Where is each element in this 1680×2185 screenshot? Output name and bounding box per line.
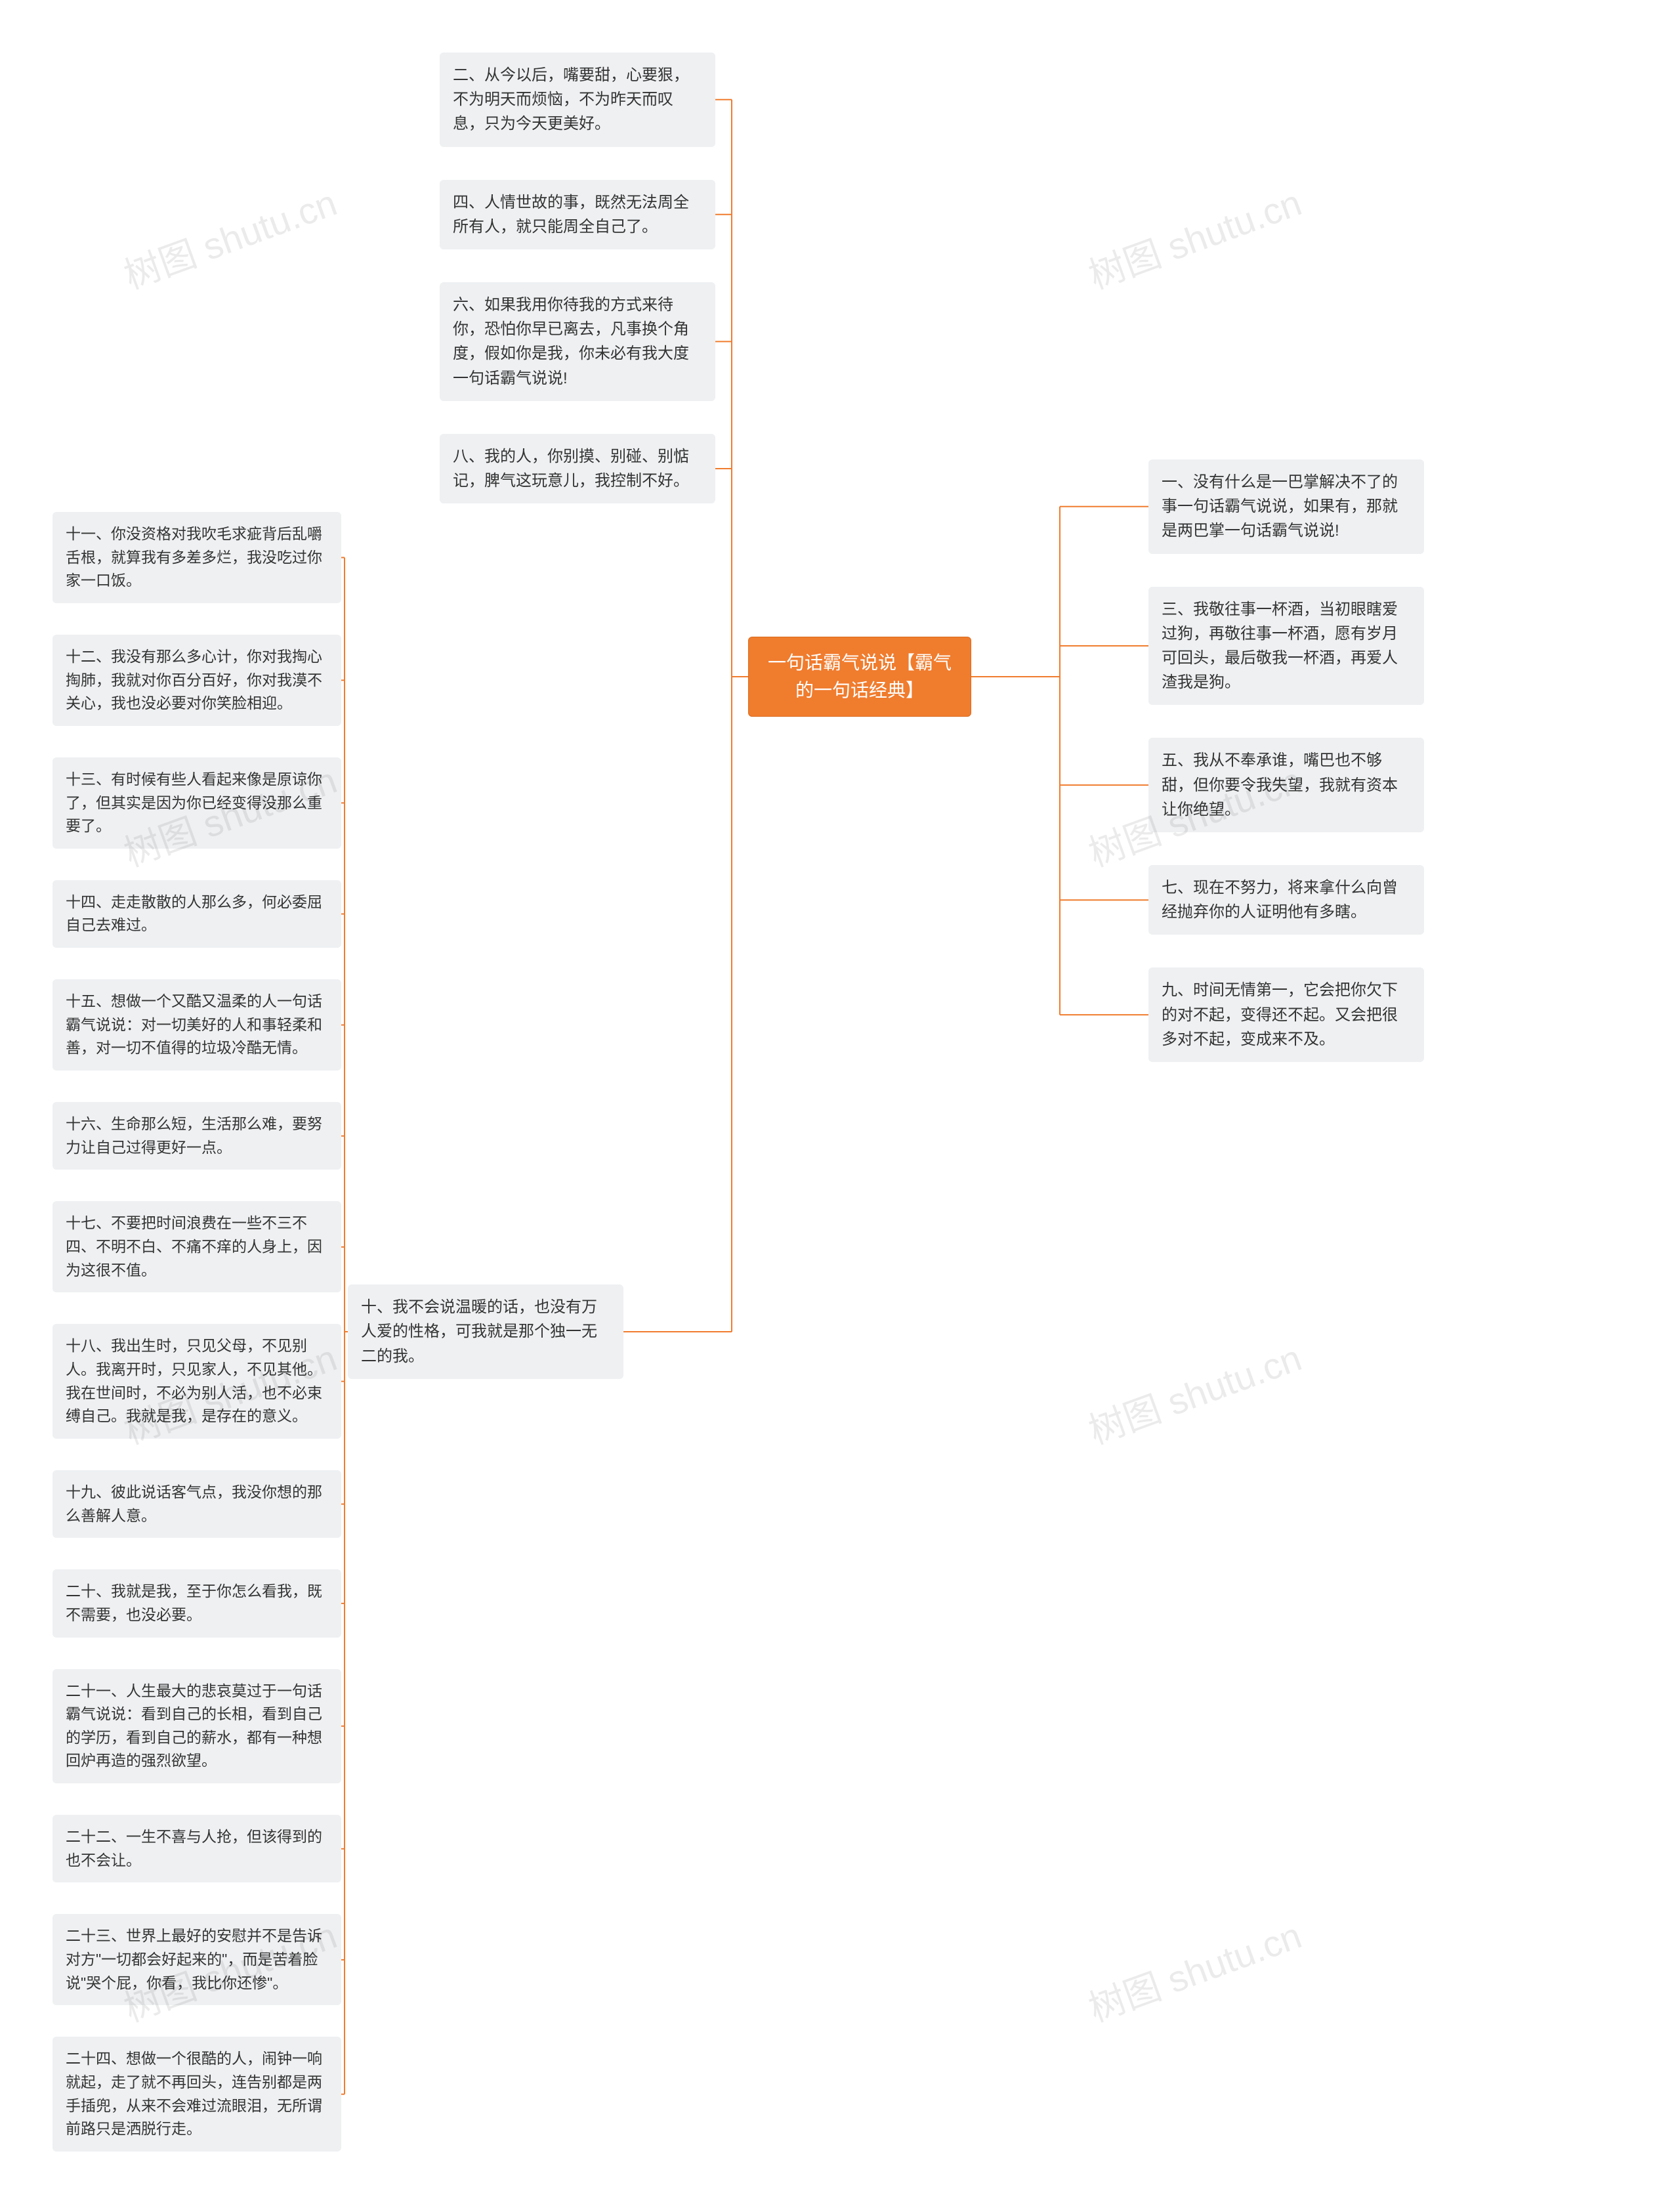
leaf-node-4: 十四、走走散散的人那么多，何必委屈自己去难过。 [52, 880, 341, 948]
leaf-node-8: 十八、我出生时，只见父母，不见别人。我离开时，只见家人，不见其他。我在世间时，不… [52, 1324, 341, 1439]
right-node-3: 五、我从不奉承谁，嘴巴也不够甜，但你要令我失望，我就有资本让你绝望。 [1148, 738, 1424, 832]
leaf-node-6: 十六、生命那么短，生活那么难，要努力让自己过得更好一点。 [52, 1102, 341, 1170]
leaf-node-11: 二十一、人生最大的悲哀莫过于一句话霸气说说：看到自己的长相，看到自己的学历，看到… [52, 1669, 341, 1784]
root-node[interactable]: 一句话霸气说说【霸气的一句话经典】 [748, 637, 971, 717]
leaf-node-12: 二十二、一生不喜与人抢，但该得到的也不会让。 [52, 1815, 341, 1882]
leaf-node-10: 二十、我就是我，至于你怎么看我，既不需要，也没必要。 [52, 1569, 341, 1637]
mid-node-2: 四、人情世故的事，既然无法周全所有人，就只能周全自己了。 [440, 180, 715, 249]
leaf-node-14: 二十四、想做一个很酷的人，闹钟一响就起，走了就不再回头，连告别都是两手插兜，从来… [52, 2037, 341, 2152]
leaf-node-13: 二十三、世界上最好的安慰并不是告诉对方"一切都会好起来的"，而是苦着脸说"哭个屁… [52, 1914, 341, 2005]
leaf-node-1: 十一、你没资格对我吹毛求疵背后乱嚼舌根，就算我有多差多烂，我没吃过你家一口饭。 [52, 512, 341, 603]
leaf-node-9: 十九、彼此说话客气点，我没你想的那么善解人意。 [52, 1470, 341, 1538]
right-node-2: 三、我敬往事一杯酒，当初眼瞎爱过狗，再敬往事一杯酒，愿有岁月可回头，最后敬我一杯… [1148, 587, 1424, 706]
right-node-4: 七、现在不努力，将来拿什么向曾经抛弃你的人证明他有多瞎。 [1148, 865, 1424, 935]
right-node-1: 一、没有什么是一巴掌解决不了的事一句话霸气说说，如果有，那就是两巴掌一句话霸气说… [1148, 459, 1424, 554]
leaf-node-3: 十三、有时候有些人看起来像是原谅你了，但其实是因为你已经变得没那么重要了。 [52, 757, 341, 849]
mid-node-1: 二、从今以后，嘴要甜，心要狠，不为明天而烦恼，不为昨天而叹息，只为今天更美好。 [440, 53, 715, 147]
leaf-node-2: 十二、我没有那么多心计，你对我掏心掏肺，我就对你百分百好，你对我漠不关心，我也没… [52, 635, 341, 726]
leaf-node-5: 十五、想做一个又酷又温柔的人一句话霸气说说：对一切美好的人和事轻柔和善，对一切不… [52, 979, 341, 1071]
mid-node-4: 八、我的人，你别摸、别碰、别惦记，脾气这玩意儿，我控制不好。 [440, 434, 715, 503]
right-node-5: 九、时间无情第一，它会把你欠下的对不起，变得还不起。又会把很多对不起，变成来不及… [1148, 967, 1424, 1062]
nodes-layer: 一句话霸气说说【霸气的一句话经典】 一、没有什么是一巴掌解决不了的事一句话霸气说说… [0, 0, 1680, 2185]
mid-node-3: 六、如果我用你待我的方式来待你，恐怕你早已离去，凡事换个角度，假如你是我，你未必… [440, 282, 715, 401]
leaf-node-7: 十七、不要把时间浪费在一些不三不四、不明不白、不痛不痒的人身上，因为这很不值。 [52, 1201, 341, 1292]
mid-node-5: 十、我不会说温暖的话，也没有万人爱的性格，可我就是那个独一无二的我。 [348, 1284, 623, 1379]
